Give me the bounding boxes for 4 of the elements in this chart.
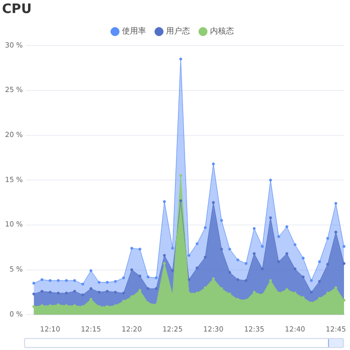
- legend-label: 内核态: [210, 26, 234, 36]
- legend-label: 用户态: [166, 26, 190, 36]
- chart-title: CPU: [2, 2, 32, 18]
- legend-label: 使用率: [122, 26, 146, 36]
